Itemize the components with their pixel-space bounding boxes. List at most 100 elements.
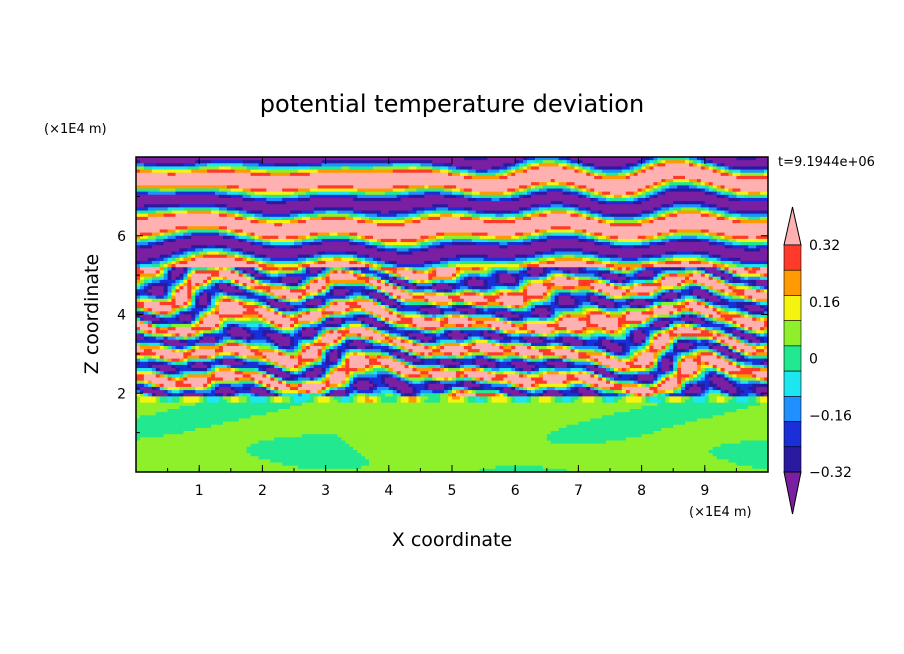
heatmap-cell	[171, 166, 177, 171]
heatmap-cell	[613, 175, 619, 180]
heatmap-cell	[432, 188, 437, 193]
heatmap-cell	[380, 172, 386, 177]
heatmap-cell	[349, 201, 354, 205]
heatmap-cell	[317, 182, 323, 186]
heatmap-cell	[278, 172, 283, 177]
heatmap-cell	[143, 175, 149, 180]
heatmap-cell	[689, 204, 694, 208]
heatmap-cell	[653, 185, 658, 190]
heatmap-cell	[203, 197, 208, 202]
heatmap-cell	[404, 160, 410, 164]
heatmap-cell	[542, 188, 548, 193]
heatmap-cell	[258, 157, 263, 161]
heatmap-cell	[455, 166, 461, 171]
heatmap-cell	[633, 166, 639, 171]
heatmap-cell	[459, 191, 465, 196]
heatmap-cell	[696, 179, 702, 183]
heatmap-cell	[183, 216, 188, 221]
heatmap-cell	[436, 157, 441, 161]
heatmap-cell	[685, 166, 690, 171]
heatmap-cell	[357, 191, 362, 196]
heatmap-cell	[538, 201, 544, 205]
heatmap-cell	[365, 169, 370, 174]
heatmap-cell	[226, 216, 232, 221]
heatmap-cell	[444, 201, 449, 205]
heatmap-cell	[183, 213, 188, 218]
heatmap-cell	[610, 172, 615, 177]
heatmap-cell	[566, 182, 572, 186]
heatmap-cell	[333, 197, 339, 202]
heatmap-cell	[369, 210, 374, 215]
heatmap-cell	[764, 169, 768, 174]
heatmap-cell	[234, 179, 240, 183]
heatmap-cell	[179, 175, 184, 180]
heatmap-cell	[211, 182, 216, 186]
heatmap-cell	[657, 213, 662, 218]
heatmap-cell	[704, 166, 710, 171]
heatmap-cell	[305, 157, 311, 161]
heatmap-cell	[274, 157, 279, 161]
heatmap-cell	[400, 213, 406, 218]
heatmap-cell	[337, 160, 342, 164]
heatmap-cell	[455, 182, 461, 186]
heatmap-cell	[732, 163, 737, 168]
heatmap-cell	[400, 201, 406, 205]
heatmap-cell	[558, 210, 564, 215]
heatmap-cell	[570, 191, 576, 196]
heatmap-cell	[756, 188, 761, 193]
heatmap-cell	[704, 204, 710, 208]
heatmap-cell	[234, 172, 240, 177]
heatmap-cell	[511, 188, 516, 193]
heatmap-cell	[143, 172, 149, 177]
heatmap-cell	[380, 216, 386, 221]
heatmap-cell	[282, 172, 287, 177]
heatmap-cell	[653, 213, 658, 218]
heatmap-cell	[463, 172, 469, 177]
heatmap-cell	[519, 166, 524, 171]
heatmap-cell	[313, 185, 319, 190]
heatmap-cell	[633, 182, 639, 186]
heatmap-cell	[602, 185, 607, 190]
heatmap-cell	[542, 169, 548, 174]
heatmap-cell	[752, 194, 757, 199]
heatmap-cell	[732, 197, 737, 202]
heatmap-cell	[163, 160, 169, 164]
heatmap-cell	[720, 182, 726, 186]
heatmap-cell	[183, 172, 188, 177]
heatmap-cell	[195, 179, 200, 183]
heatmap-cell	[345, 191, 350, 196]
heatmap-cell	[645, 157, 651, 161]
heatmap-cell	[416, 213, 421, 218]
heatmap-cell	[207, 188, 212, 193]
heatmap-cell	[424, 194, 429, 199]
heatmap-cell	[440, 204, 445, 208]
heatmap-cell	[369, 160, 374, 164]
heatmap-cell	[424, 175, 429, 180]
heatmap-cell	[606, 194, 611, 199]
heatmap-cell	[313, 166, 319, 171]
heatmap-cell	[163, 213, 169, 218]
heatmap-cell	[238, 157, 244, 161]
heatmap-cell	[246, 216, 252, 221]
heatmap-cell	[191, 172, 196, 177]
heatmap-cell	[657, 194, 662, 199]
heatmap-cell	[226, 175, 232, 180]
heatmap-cell	[653, 197, 658, 202]
heatmap-cell	[692, 201, 698, 205]
heatmap-cell	[448, 201, 453, 205]
heatmap-cell	[519, 204, 524, 208]
heatmap-cell	[139, 175, 145, 180]
heatmap-cell	[440, 210, 445, 215]
heatmap-cell	[290, 201, 295, 205]
heatmap-cell	[606, 182, 611, 186]
heatmap-cell	[266, 188, 271, 193]
heatmap-cell	[262, 188, 267, 193]
heatmap-cell	[353, 201, 358, 205]
heatmap-cell	[147, 201, 153, 205]
heatmap-cell	[448, 185, 453, 190]
heatmap-cell	[155, 160, 161, 164]
heatmap-cell	[262, 182, 267, 186]
heatmap-cell	[384, 194, 390, 199]
heatmap-cell	[483, 163, 489, 168]
heatmap-cell	[641, 185, 647, 190]
